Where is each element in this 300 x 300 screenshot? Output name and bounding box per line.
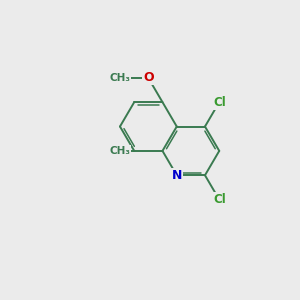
Text: CH₃: CH₃ xyxy=(110,73,130,83)
Text: CH₃: CH₃ xyxy=(110,146,130,156)
Text: N: N xyxy=(172,169,182,182)
Text: Cl: Cl xyxy=(213,193,226,206)
Text: O: O xyxy=(143,71,154,84)
Text: Cl: Cl xyxy=(213,96,226,109)
